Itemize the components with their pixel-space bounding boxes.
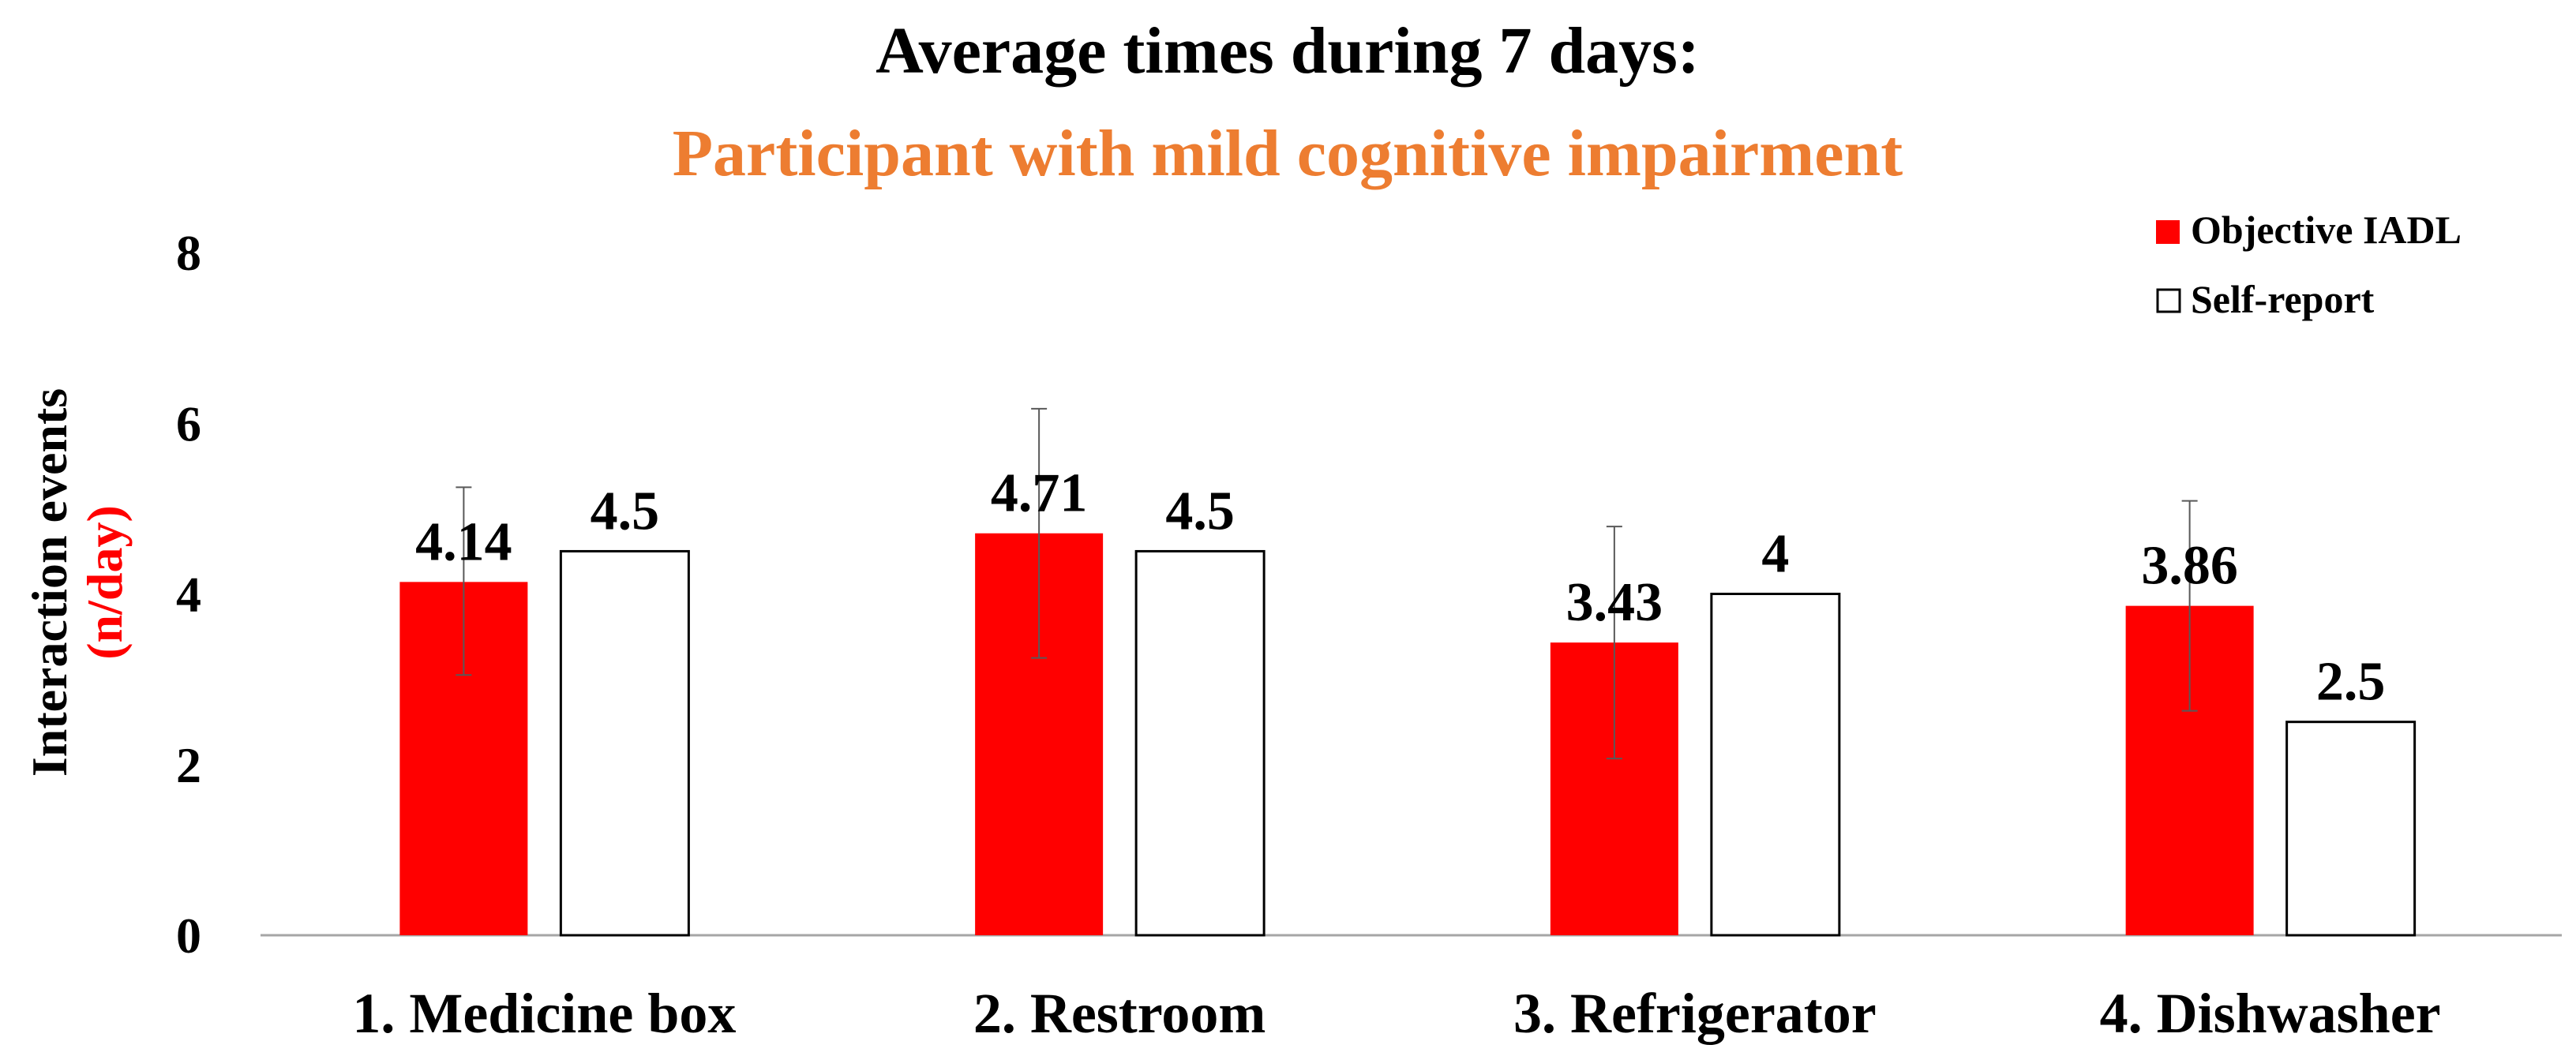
data-label: 4.71 xyxy=(991,463,1088,524)
legend-label-objective: Objective IADL xyxy=(2191,208,2462,252)
y-tick-label: 4 xyxy=(176,567,201,623)
y-axis-title: Interaction events xyxy=(21,388,77,777)
bar-self-report xyxy=(2285,721,2417,937)
y-axis-label: Interaction events (n/day) xyxy=(21,388,133,777)
data-label: 3.86 xyxy=(2141,536,2238,597)
y-axis-ticks: 0 2 4 6 8 xyxy=(176,225,201,964)
bar-self-report xyxy=(559,549,690,937)
legend: Objective IADL Self-report xyxy=(2156,208,2462,321)
data-label: 3.43 xyxy=(1566,572,1663,633)
x-axis-tick-labels: 1. Medicine box 2. Restroom 3. Refrigerato… xyxy=(352,982,2440,1045)
bars: 4.14 4.5 4.71 4.5 3.43 4 3.86 2.5 xyxy=(399,407,2417,937)
legend-label-self-report: Self-report xyxy=(2191,277,2375,321)
y-tick-label: 6 xyxy=(176,395,201,451)
data-label: 4.14 xyxy=(415,511,512,572)
legend-swatch-self-report xyxy=(2156,288,2181,313)
x-tick-label: 1. Medicine box xyxy=(352,982,736,1045)
y-tick-label: 8 xyxy=(176,225,201,281)
chart-title: Average times during 7 days: xyxy=(876,14,1700,88)
x-tick-label: 2. Restroom xyxy=(973,982,1266,1045)
bar-self-report xyxy=(1134,549,1266,937)
legend-swatch-objective xyxy=(2156,220,2180,244)
bar-self-report xyxy=(1710,593,1841,937)
y-tick-label: 0 xyxy=(176,908,201,964)
y-tick-label: 2 xyxy=(176,737,201,793)
data-label: 4.5 xyxy=(591,481,660,541)
chart-subtitle: Participant with mild cognitive impairme… xyxy=(673,117,1903,190)
x-tick-label: 4. Dishwasher xyxy=(2100,982,2441,1045)
x-tick-label: 3. Refrigerator xyxy=(1513,982,1877,1045)
data-label: 4 xyxy=(1761,524,1789,585)
data-label: 4.5 xyxy=(1165,481,1235,541)
data-label: 2.5 xyxy=(2316,652,2386,713)
y-axis-unit: (n/day) xyxy=(77,505,133,660)
